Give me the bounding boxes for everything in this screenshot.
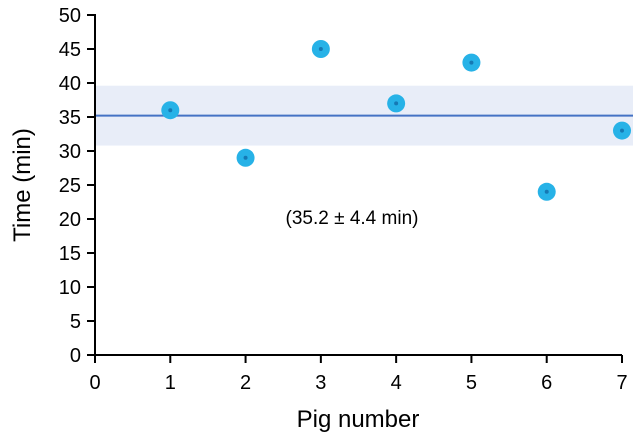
y-tick-label: 35 [59,107,81,129]
data-point-center [469,60,474,65]
data-point-center [544,189,549,194]
x-tick-label: 3 [315,372,326,394]
x-tick-label: 1 [165,372,176,394]
x-tick-label: 6 [541,372,552,394]
x-tick-label: 4 [391,372,402,394]
y-tick-label: 25 [59,175,81,197]
y-tick-label: 30 [59,141,81,163]
x-axis-title: Pig number [297,406,420,433]
mean-annotation: (35.2 ± 4.4 min) [286,208,419,229]
y-tick-label: 5 [70,311,81,333]
x-tick-label: 7 [616,372,627,394]
y-tick-label: 40 [59,73,81,95]
y-tick-label: 50 [59,5,81,27]
data-point-center [620,128,624,133]
data-point-center [394,101,399,106]
y-tick-label: 45 [59,39,81,61]
y-tick-label: 20 [59,209,81,231]
data-point-center [243,155,248,160]
y-axis-title: Time (min) [9,128,36,242]
y-tick-label: 10 [59,277,81,299]
x-tick-label: 5 [466,372,477,394]
x-tick-label: 2 [240,372,251,394]
data-point-center [168,108,173,113]
y-tick-label: 0 [70,345,81,367]
x-tick-label: 0 [89,372,100,394]
y-tick-label: 15 [59,243,81,265]
data-point-center [318,47,323,51]
